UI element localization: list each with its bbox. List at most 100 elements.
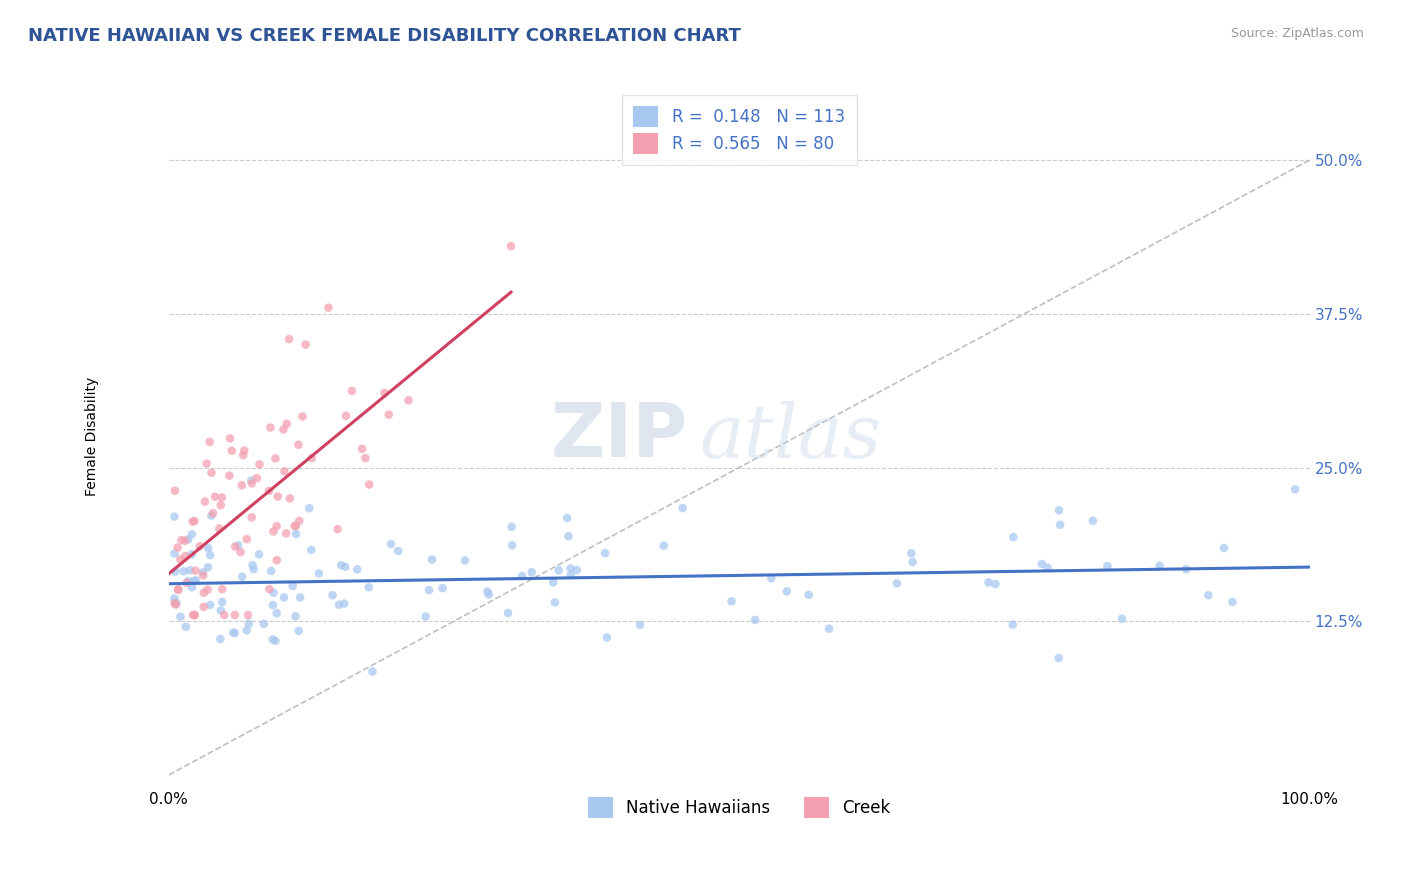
Point xyxy=(273,464,295,478)
Point xyxy=(900,546,922,560)
Point xyxy=(177,574,200,589)
Point xyxy=(231,570,253,584)
Point xyxy=(1031,557,1053,571)
Point xyxy=(541,575,564,590)
Point xyxy=(359,477,381,491)
Point xyxy=(211,491,233,505)
Point xyxy=(1049,517,1071,532)
Point xyxy=(281,579,304,593)
Point xyxy=(335,559,357,574)
Point xyxy=(184,564,207,578)
Point xyxy=(208,521,231,535)
Point xyxy=(294,337,316,351)
Point xyxy=(335,409,357,423)
Point xyxy=(267,490,290,504)
Point xyxy=(290,591,312,605)
Point xyxy=(776,584,799,599)
Point xyxy=(593,546,616,560)
Point xyxy=(273,422,295,436)
Point xyxy=(560,568,582,582)
Point xyxy=(496,606,519,620)
Point xyxy=(544,595,567,609)
Point xyxy=(555,511,578,525)
Point xyxy=(1001,617,1024,632)
Point xyxy=(510,569,533,583)
Point xyxy=(298,501,321,516)
Point xyxy=(169,552,191,566)
Point xyxy=(174,533,197,548)
Point xyxy=(565,563,588,577)
Point xyxy=(266,553,288,567)
Point xyxy=(596,631,619,645)
Point xyxy=(1111,612,1133,626)
Point xyxy=(198,548,221,562)
Point xyxy=(977,575,1000,590)
Point xyxy=(761,571,783,585)
Point xyxy=(240,476,263,491)
Point xyxy=(333,597,356,611)
Point xyxy=(253,616,276,631)
Point xyxy=(628,618,651,632)
Point xyxy=(299,542,322,557)
Point xyxy=(262,524,284,539)
Point xyxy=(278,332,301,346)
Point xyxy=(163,483,186,498)
Point xyxy=(181,527,204,541)
Point xyxy=(262,632,284,647)
Point xyxy=(167,582,190,597)
Text: NATIVE HAWAIIAN VS CREEK FEMALE DISABILITY CORRELATION CHART: NATIVE HAWAIIAN VS CREEK FEMALE DISABILI… xyxy=(28,27,741,45)
Point xyxy=(169,610,191,624)
Point xyxy=(200,508,222,523)
Point xyxy=(266,519,288,533)
Point xyxy=(204,490,226,504)
Point xyxy=(218,468,240,483)
Point xyxy=(226,538,249,552)
Point xyxy=(266,606,288,620)
Point xyxy=(166,541,188,555)
Point xyxy=(193,599,215,614)
Point xyxy=(361,665,384,679)
Point xyxy=(322,588,344,602)
Point xyxy=(209,498,232,512)
Point xyxy=(211,582,233,597)
Point xyxy=(652,539,675,553)
Point xyxy=(263,586,285,600)
Point xyxy=(499,239,522,253)
Point xyxy=(201,506,224,520)
Point xyxy=(278,491,301,506)
Point xyxy=(193,586,215,600)
Point xyxy=(1149,558,1171,573)
Point xyxy=(183,608,205,623)
Y-axis label: Female Disability: Female Disability xyxy=(86,377,100,496)
Point xyxy=(501,520,523,534)
Point xyxy=(501,538,523,552)
Point xyxy=(163,591,186,606)
Point xyxy=(328,598,350,612)
Point xyxy=(720,594,742,608)
Point xyxy=(387,544,409,558)
Point xyxy=(165,565,187,579)
Point xyxy=(229,545,252,559)
Point xyxy=(744,613,766,627)
Point xyxy=(240,474,263,488)
Point xyxy=(1175,562,1198,576)
Point xyxy=(191,566,214,580)
Point xyxy=(797,588,820,602)
Point xyxy=(242,562,264,576)
Point xyxy=(398,393,420,408)
Point xyxy=(276,417,298,431)
Point xyxy=(259,420,281,434)
Point xyxy=(180,580,202,594)
Point xyxy=(165,598,187,612)
Point xyxy=(232,448,254,462)
Point xyxy=(354,451,377,466)
Point xyxy=(352,442,374,456)
Point xyxy=(340,384,363,398)
Point xyxy=(212,608,235,623)
Point xyxy=(224,608,246,623)
Point xyxy=(984,577,1007,591)
Point xyxy=(238,616,260,631)
Point xyxy=(886,576,908,591)
Point xyxy=(671,501,693,516)
Point xyxy=(374,386,396,401)
